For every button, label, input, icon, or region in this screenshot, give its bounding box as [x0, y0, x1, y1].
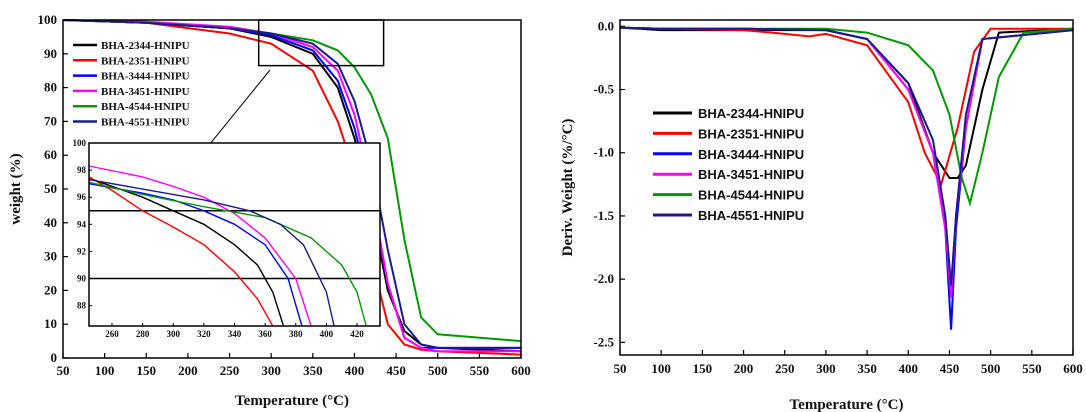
- inset-y-tick-label: 96: [77, 192, 87, 202]
- plot-frame: [62, 19, 522, 359]
- y-tick-label: -1.0: [593, 145, 614, 160]
- series-line-bha-4544-hnipu: [619, 26, 1074, 207]
- x-tick-label: 550: [1022, 361, 1042, 376]
- x-tick-label: 300: [816, 361, 836, 376]
- inset-y-tick-label: 88: [77, 301, 87, 311]
- inset-background: [89, 143, 380, 326]
- x-tick-label: 250: [775, 361, 795, 376]
- inset-series-line-bha-3451-hnipu: [88, 165, 312, 327]
- x-tick-label: 450: [940, 361, 960, 376]
- x-tick-label: 150: [693, 361, 713, 376]
- inset-x-tick-label: 400: [320, 329, 334, 339]
- y-tick-label: -2.0: [593, 271, 614, 286]
- y-tick-label: 10: [44, 316, 57, 331]
- series-line-bha-4551-hnipu: [62, 19, 521, 349]
- x-tick-label: 400: [345, 363, 365, 378]
- x-tick-label: 150: [137, 363, 157, 378]
- inset-x-tick-label: 260: [105, 329, 119, 339]
- legend: BHA-2344-HNIPU BHA-2351-HNIPU BHA-3444-HNI…: [653, 106, 804, 223]
- series-line-bha-3444-hnipu: [619, 26, 1074, 330]
- y-axis-label: weight (%): [8, 153, 24, 224]
- inset-x-tick-label: 300: [166, 329, 180, 339]
- y-tick-label: 70: [44, 113, 57, 128]
- legend-label: BHA-2344-HNIPU: [698, 106, 804, 121]
- inset-x-tick-label: 340: [228, 329, 242, 339]
- y-tick-label: 0.0: [598, 18, 614, 33]
- y-tick-label: 0: [51, 350, 58, 365]
- inset-y-tick-label: 98: [77, 165, 87, 175]
- legend-label: BHA-4544-HNIPU: [698, 188, 804, 203]
- inset-y-tick-label: 90: [77, 274, 87, 284]
- series-line-bha-2344-hnipu: [619, 26, 1074, 179]
- y-tick-label: 90: [44, 46, 57, 61]
- y-tick-label: -1.5: [593, 208, 614, 223]
- inset-y-tick-label: 94: [77, 219, 87, 229]
- x-tick-label: 50: [57, 363, 70, 378]
- legend-label: BHA-4551-HNIPU: [698, 208, 804, 223]
- y-tick-label: 40: [44, 215, 57, 230]
- series-line-bha-4551-hnipu: [619, 26, 1074, 286]
- series-line-bha-3451-hnipu: [619, 26, 1074, 299]
- y-tick-label: 50: [44, 181, 57, 196]
- inset-chart: 260 280 300 320 340 360 380 400 420 88 90 92 94 96 98 1…: [73, 138, 381, 339]
- legend-label: BHA-4544-HNIPU: [101, 101, 190, 113]
- x-tick-label: 400: [899, 361, 919, 376]
- inset-series-line-bha-2344-hnipu: [88, 177, 285, 327]
- legend-label: BHA-2351-HNIPU: [698, 126, 804, 141]
- x-tick-label: 100: [95, 363, 115, 378]
- y-tick-label: -0.5: [593, 82, 614, 97]
- y-tick-label: 60: [44, 147, 57, 162]
- inset-x-tick-label: 320: [197, 329, 211, 339]
- x-tick-label: 550: [470, 363, 490, 378]
- legend-label: BHA-3451-HNIPU: [101, 86, 190, 98]
- legend-label: BHA-2344-HNIPU: [101, 40, 190, 52]
- x-tick-label: 350: [303, 363, 323, 378]
- inset-x-tick-label: 360: [258, 329, 272, 339]
- x-tick-label: 50: [614, 361, 627, 376]
- x-tick-label: 500: [981, 361, 1001, 376]
- derivative-chart: 50 100 150 200 250 300 350 400 450 500 550 600 0.0 -0…: [560, 18, 1083, 412]
- x-axis-label: Temperature (°C): [235, 393, 349, 409]
- inset-x-tick-label: 280: [136, 329, 150, 339]
- zoom-arrow: [204, 69, 271, 151]
- x-tick-label: 500: [428, 363, 448, 378]
- inset-series-line-bha-4544-hnipu: [88, 181, 367, 327]
- series-line-bha-3451-hnipu: [62, 19, 521, 353]
- legend-label: BHA-2351-HNIPU: [101, 55, 190, 67]
- legend-label: BHA-3444-HNIPU: [698, 147, 804, 162]
- x-axis-label: Temperature (°C): [790, 397, 904, 412]
- plot-frame: [619, 19, 1074, 356]
- x-tick-label: 200: [734, 361, 754, 376]
- series-line-bha-2351-hnipu: [619, 26, 1073, 187]
- legend-label: BHA-3444-HNIPU: [101, 71, 190, 83]
- x-tick-label: 600: [1063, 361, 1083, 376]
- x-tick-label: 250: [220, 363, 240, 378]
- x-tick-label: 100: [651, 361, 671, 376]
- legend: BHA-2344-HNIPU BHA-2351-HNIPU BHA-3444-HNI…: [73, 40, 190, 129]
- inset-x-tick-label: 380: [289, 329, 303, 339]
- inset-y-tick-label: 92: [77, 246, 87, 256]
- inset-series-line-bha-2351-hnipu: [88, 176, 274, 327]
- legend-label: BHA-4551-HNIPU: [101, 117, 190, 129]
- weight-chart: 50 100 150 200 250 300 350 400 450 500 550 600 0 10 20…: [8, 12, 531, 409]
- y-tick-label: -2.5: [593, 334, 614, 349]
- legend-label: BHA-3451-HNIPU: [698, 167, 804, 182]
- x-tick-label: 300: [261, 363, 281, 378]
- y-tick-label: 80: [44, 80, 57, 95]
- inset-y-tick-label: 100: [73, 138, 87, 148]
- y-tick-label: 100: [38, 12, 58, 27]
- y-tick-label: 20: [44, 282, 57, 297]
- x-tick-label: 450: [386, 363, 406, 378]
- inset-series-line-bha-3444-hnipu: [88, 183, 303, 327]
- inset-series-line-bha-4551-hnipu: [88, 178, 335, 327]
- y-axis-label: Deriv. Weight (%/°C): [560, 119, 576, 257]
- x-tick-label: 200: [178, 363, 198, 378]
- x-tick-label: 350: [857, 361, 877, 376]
- inset-x-tick-label: 420: [350, 329, 364, 339]
- x-tick-label: 600: [511, 363, 531, 378]
- y-tick-label: 30: [44, 249, 57, 264]
